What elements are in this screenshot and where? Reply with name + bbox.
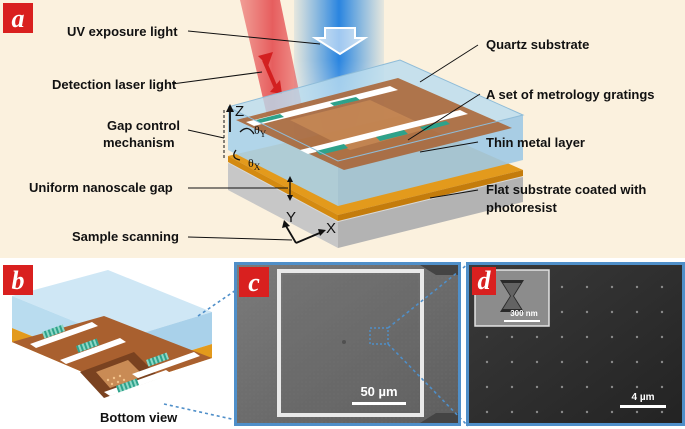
svg-text:a: a bbox=[12, 4, 25, 33]
label-gap-control-line2: mechanism bbox=[103, 135, 175, 150]
panel-b-badge: b bbox=[3, 265, 33, 295]
scale-bar-inset-label: 300 nm bbox=[510, 309, 538, 318]
panel-a: Z θY θX X Y bbox=[0, 0, 685, 258]
label-quartz-substrate: Quartz substrate bbox=[486, 37, 589, 52]
svg-text:b: b bbox=[12, 266, 25, 295]
label-metrology-gratings: A set of metrology gratings bbox=[486, 87, 655, 102]
scale-bar-d-label: 4 µm bbox=[632, 392, 655, 403]
rotation-x-icon bbox=[233, 149, 241, 161]
scale-bar-c-label: 50 µm bbox=[360, 384, 397, 399]
scale-bar-d bbox=[620, 405, 666, 408]
svg-text:d: d bbox=[478, 266, 492, 295]
label-thin-metal: Thin metal layer bbox=[486, 135, 585, 150]
panel-d: 300 nm 4 µm d bbox=[466, 262, 685, 426]
axes-indicator: Z θY θX X Y bbox=[223, 103, 336, 244]
axis-x-label: X bbox=[326, 220, 336, 237]
zoom-box bbox=[369, 327, 389, 345]
leader-lines bbox=[171, 30, 481, 241]
panel-a-badge: a bbox=[3, 3, 33, 33]
rotation-y-icon bbox=[239, 127, 255, 135]
label-detection-laser: Detection laser light bbox=[52, 77, 177, 92]
label-gap-control-line1: Gap control bbox=[107, 118, 180, 133]
theta-x-label: θX bbox=[248, 156, 261, 172]
label-bottom-view: Bottom view bbox=[100, 410, 178, 425]
label-sample-scanning: Sample scanning bbox=[72, 229, 179, 244]
panel-c-badge: c bbox=[239, 267, 269, 297]
panel-d-badge: d bbox=[472, 266, 496, 295]
window-frame bbox=[277, 269, 424, 417]
label-flat-substrate-line2: photoresist bbox=[486, 200, 557, 215]
label-uniform-gap: Uniform nanoscale gap bbox=[29, 180, 173, 195]
panel-b: b Bottom view bbox=[0, 260, 237, 429]
laser-double-arrow-icon bbox=[258, 52, 282, 94]
quartz-substrate bbox=[227, 59, 525, 206]
panel-c: 50 µm c bbox=[234, 262, 469, 427]
label-uv-exposure: UV exposure light bbox=[67, 24, 178, 39]
theta-y-label: θY bbox=[254, 123, 267, 139]
uv-arrow-icon bbox=[311, 27, 369, 56]
scale-bar-inset bbox=[504, 320, 540, 322]
axis-y-label: Y bbox=[286, 209, 296, 226]
scale-bar-c bbox=[352, 402, 406, 405]
svg-text:c: c bbox=[248, 268, 260, 297]
axis-z-label: Z bbox=[235, 103, 244, 120]
label-flat-substrate-line1: Flat substrate coated with bbox=[486, 182, 646, 197]
